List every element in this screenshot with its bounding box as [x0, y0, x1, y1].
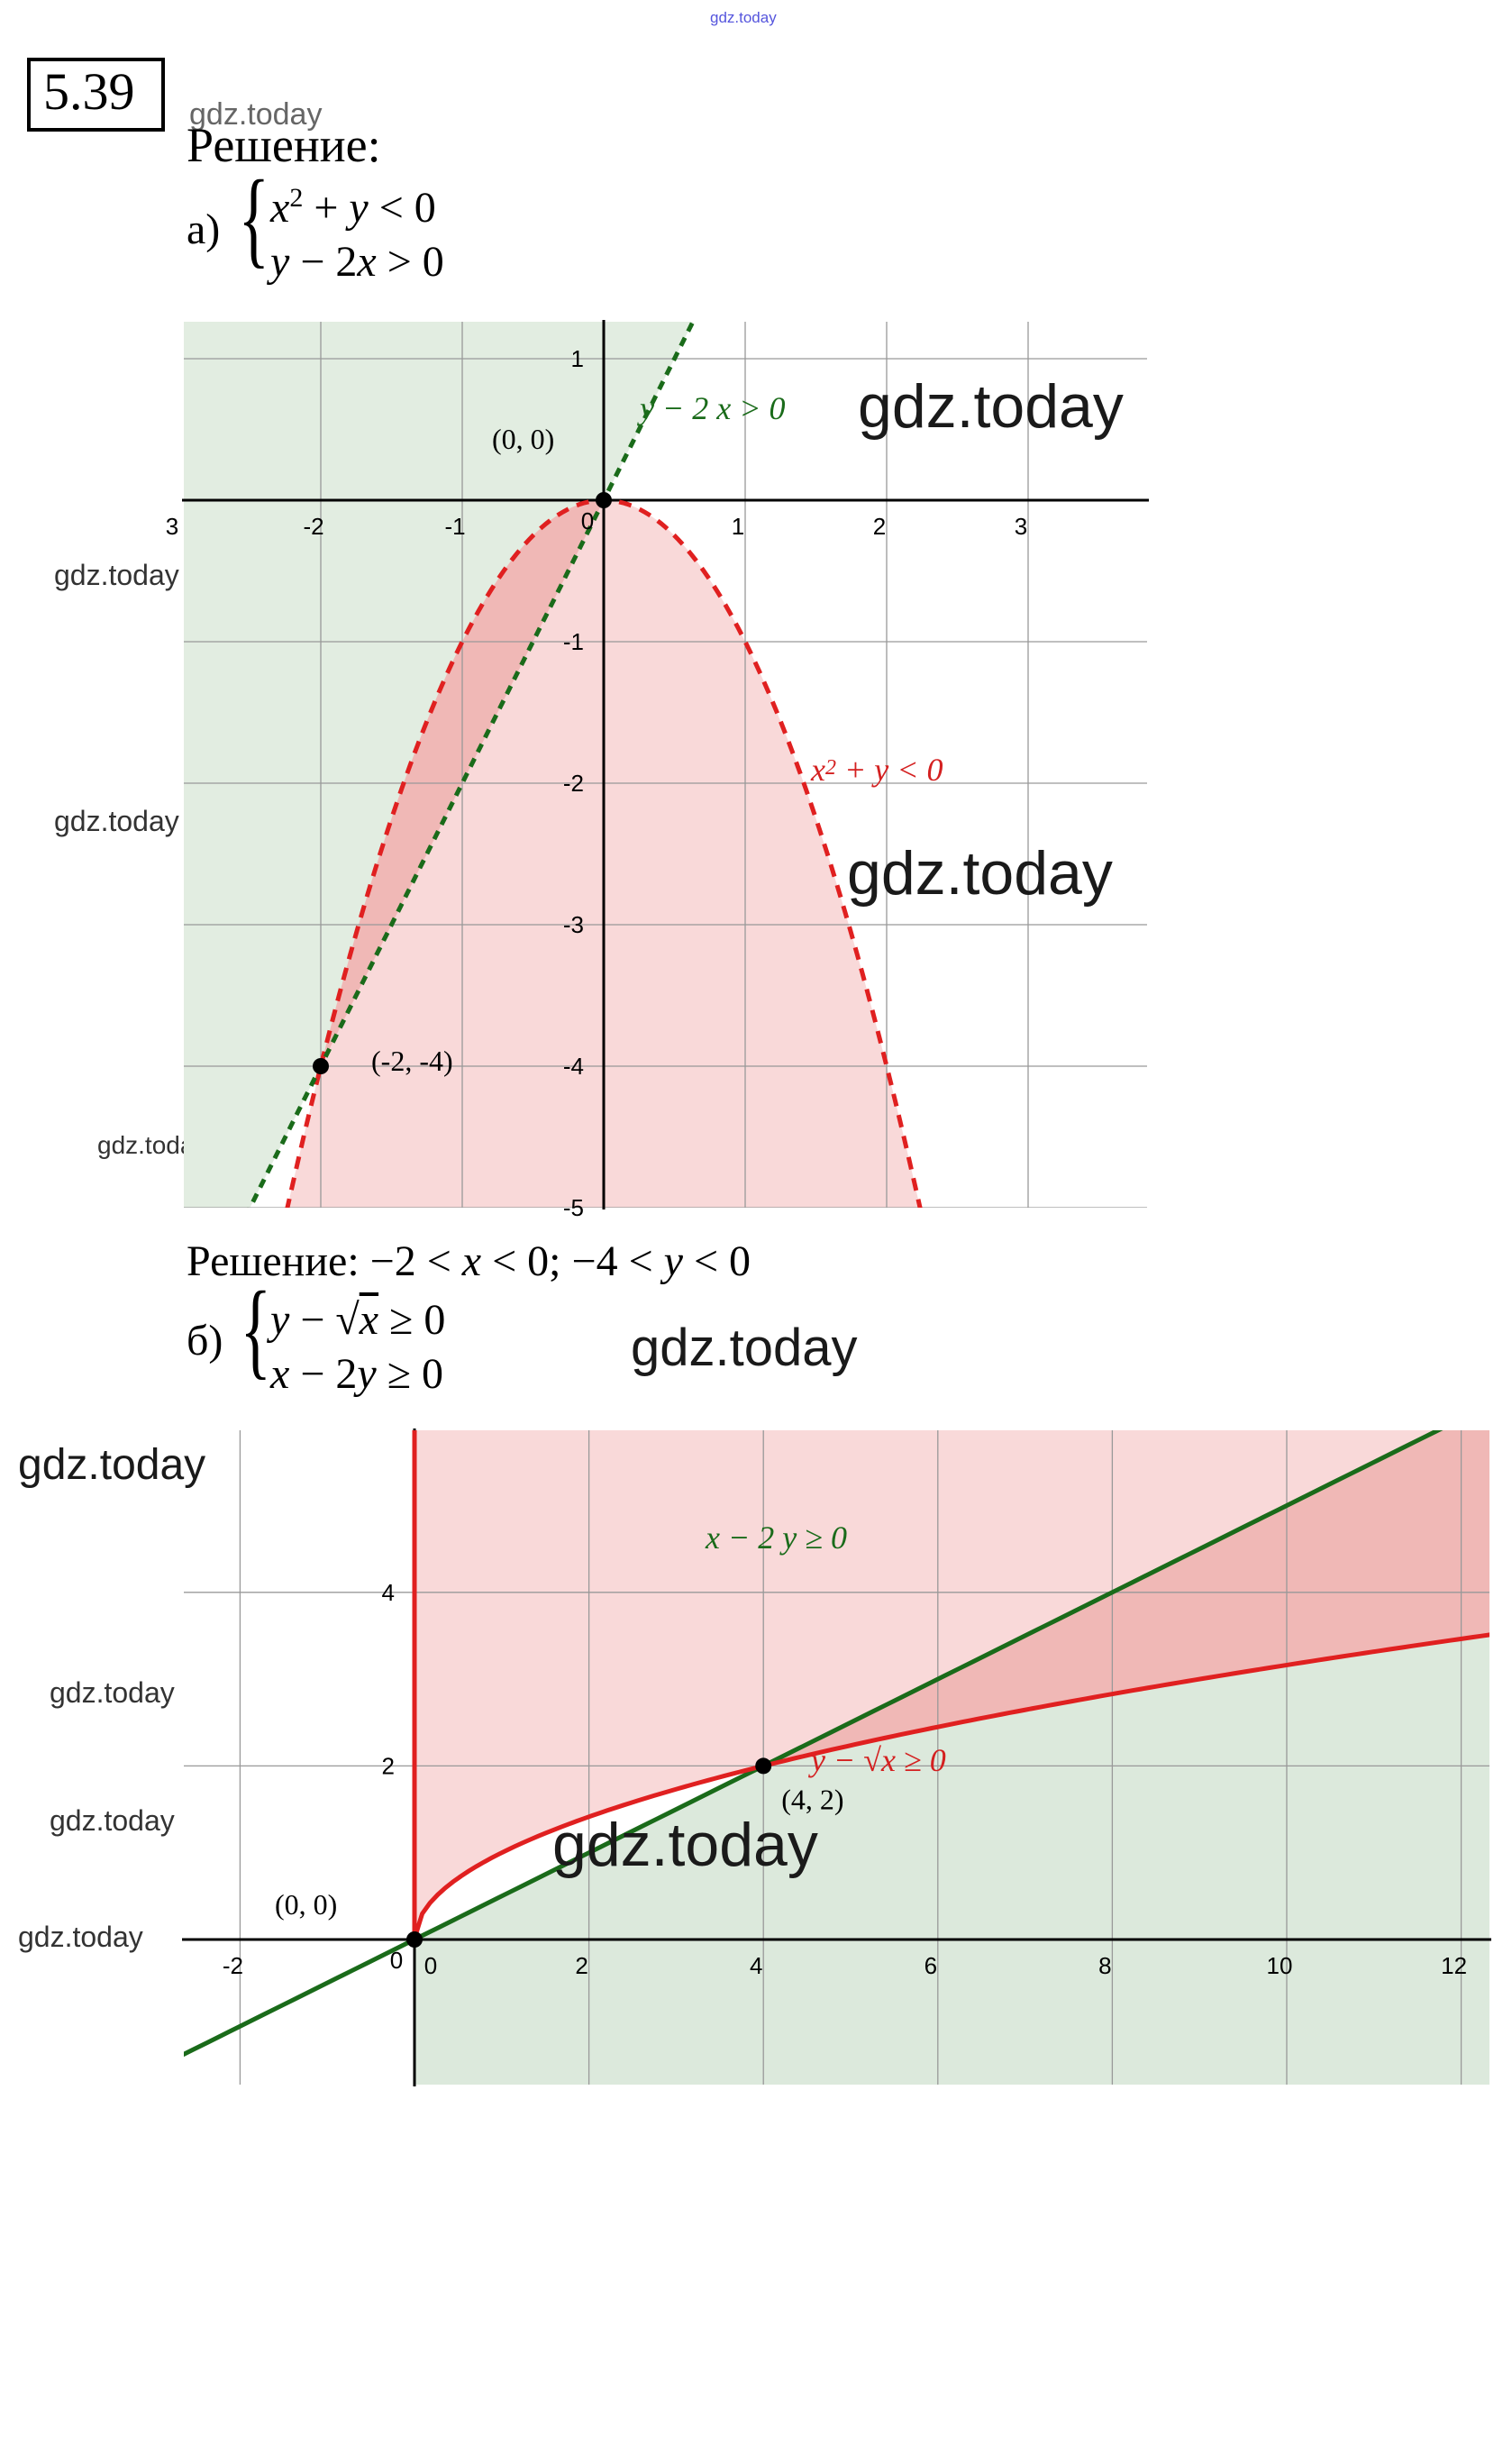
svg-text:4: 4: [750, 1952, 762, 1979]
svg-text:gdz.today: gdz.today: [552, 1811, 818, 1879]
svg-text:10: 10: [1267, 1952, 1293, 1979]
svg-text:12: 12: [1441, 1952, 1467, 1979]
svg-text:2: 2: [575, 1952, 587, 1979]
svg-text:(0, 0): (0, 0): [275, 1888, 337, 1921]
svg-text:0: 0: [424, 1952, 437, 1979]
svg-text:8: 8: [1098, 1952, 1111, 1979]
svg-text:y − √x ≥ 0: y − √x ≥ 0: [808, 1742, 946, 1778]
svg-text:4: 4: [382, 1579, 395, 1606]
svg-text:6: 6: [925, 1952, 937, 1979]
svg-text:-2: -2: [223, 1952, 243, 1979]
svg-text:0: 0: [390, 1947, 403, 1974]
svg-text:x − 2 y ≥ 0: x − 2 y ≥ 0: [705, 1520, 847, 1556]
svg-text:2: 2: [382, 1752, 395, 1779]
